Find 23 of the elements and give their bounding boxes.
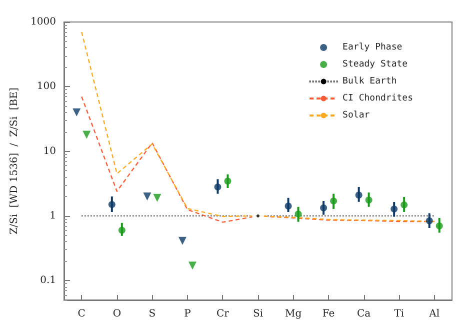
y-tick-label: 1: [50, 210, 56, 222]
y-tick-label: 1000: [30, 16, 56, 28]
legend-label: Solar: [342, 110, 370, 120]
x-tick-label: Fe: [322, 308, 335, 320]
legend-label: Bulk Earth: [342, 76, 397, 86]
x-tick-label: Cr: [216, 308, 230, 320]
x-tick-label: P: [184, 308, 192, 320]
legend-label: Steady State: [342, 60, 408, 70]
legend-label: Early Phase: [342, 42, 402, 52]
x-tick-label: C: [78, 308, 86, 320]
x-tick-label: Al: [428, 308, 440, 320]
x-tick-label: Mg: [284, 308, 302, 320]
y-tick-label: 10: [43, 146, 56, 157]
y-tick-label: 0.1: [40, 275, 56, 286]
y-tick-label: 100: [36, 81, 56, 92]
x-tick-label: S: [148, 308, 156, 320]
legend-label: CI Chondrites: [342, 94, 414, 104]
x-tick-label: Si: [252, 308, 264, 320]
line-series: [81, 31, 435, 222]
x-tick-label: Ti: [394, 308, 404, 320]
x-tick-label: O: [112, 308, 122, 320]
x-tick-label: Ca: [357, 308, 371, 320]
y-axis-title: Z/Si [WD 1536] / Z/Si [BE]: [9, 88, 20, 234]
